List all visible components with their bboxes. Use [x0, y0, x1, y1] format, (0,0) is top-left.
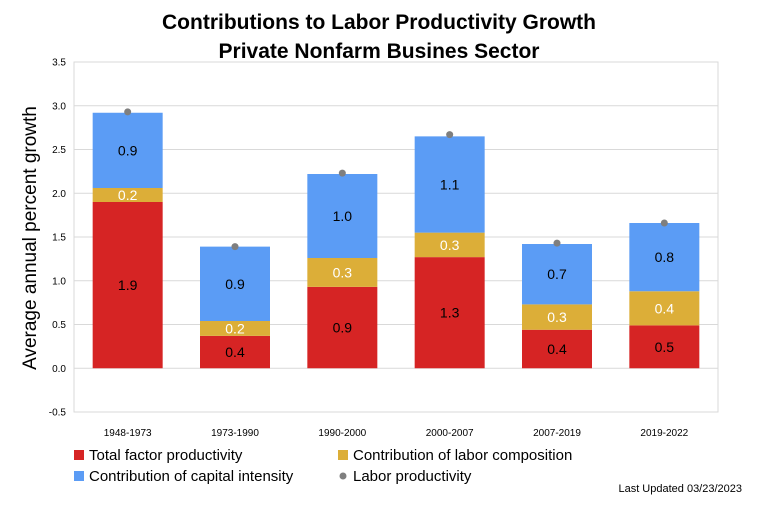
labor-productivity-marker — [446, 131, 454, 139]
data-label: 0.9 — [225, 276, 245, 292]
bar-segment — [629, 291, 700, 326]
data-label: 0.3 — [547, 309, 567, 325]
chart-subtitle: Private Nonfarm Busines Sector — [219, 40, 540, 63]
bars: 1.9 0.2 0.9 0.4 0.2 0.9 0.9 0.3 1.0 1.3 0.3 1.1 0.4 0… — [92, 108, 700, 369]
legend-entry: Contribution of labor composition — [353, 447, 572, 464]
y-tick-label: 2.0 — [52, 189, 66, 200]
data-label: 0.3 — [333, 264, 353, 280]
gridlines — [74, 61, 718, 413]
data-label: 1.9 — [118, 277, 138, 293]
legend-entry: Labor productivity — [353, 468, 472, 485]
labor-productivity-marker — [338, 169, 346, 177]
y-tick-label: 3.5 — [52, 58, 66, 69]
bar-segment — [200, 335, 270, 369]
legend-swatch — [74, 450, 84, 460]
y-tick-label: 2.5 — [52, 145, 66, 156]
bar-segment — [200, 246, 270, 321]
labor-productivity-marker — [124, 108, 132, 116]
chart-title: Contributions to Labor Productivity Grow… — [162, 11, 596, 34]
data-label: 0.8 — [655, 249, 675, 265]
data-label: 0.9 — [333, 320, 353, 336]
data-label: 1.1 — [440, 177, 460, 193]
x-tick-label: 2007-2019 — [533, 428, 581, 439]
bar-segment — [629, 325, 700, 369]
bar-segment — [414, 257, 485, 369]
y-axis-label: Average annual percent growth — [20, 106, 41, 370]
y-tick-label: 1.5 — [52, 233, 66, 244]
bar-segment — [92, 202, 163, 369]
y-tick-label: 3.0 — [52, 101, 66, 112]
data-label: 0.3 — [440, 237, 460, 253]
x-tick-label: 2000-2007 — [426, 428, 474, 439]
x-tick-label: 1973-1990 — [211, 428, 259, 439]
x-tick-label: 1990-2000 — [318, 428, 366, 439]
data-label: 0.9 — [118, 142, 138, 158]
bar-segment — [307, 174, 378, 258]
labor-productivity-marker — [660, 219, 668, 227]
bar-segment — [522, 329, 592, 369]
y-tick-label: 0.0 — [52, 364, 66, 375]
x-axis: 1948-1973 1973-1990 1990-2000 2000-2007 2007… — [104, 428, 689, 439]
bar-segment — [200, 321, 270, 336]
legend-entry: Total factor productivity — [89, 447, 243, 464]
bar-segment — [92, 112, 163, 188]
legend: Total factor productivity Contribution of… — [74, 447, 572, 485]
data-label: 0.2 — [118, 187, 138, 203]
legend-swatch — [74, 471, 84, 481]
legend-swatch — [338, 450, 348, 460]
labor-productivity-marker — [231, 243, 239, 251]
data-label: 0.4 — [547, 341, 567, 357]
data-label: 0.4 — [655, 300, 675, 316]
bar-segment — [522, 304, 592, 330]
last-updated-note: Last Updated 03/23/2023 — [618, 483, 742, 495]
data-label: 1.3 — [440, 305, 460, 321]
y-tick-label: -0.5 — [49, 408, 67, 419]
data-label: 1.0 — [333, 208, 353, 224]
y-tick-label: 1.0 — [52, 276, 66, 287]
data-label: 0.7 — [547, 266, 567, 282]
bar-segment — [307, 258, 378, 287]
x-tick-label: 2019-2022 — [640, 428, 688, 439]
y-axis: -0.5 0.0 0.5 1.0 1.5 2.0 2.5 3.0 3.5 — [49, 58, 67, 419]
bar-segment — [414, 232, 485, 258]
bar-segment — [522, 244, 592, 305]
data-label: 0.5 — [655, 339, 675, 355]
legend-entry: Contribution of capital intensity — [89, 468, 294, 485]
data-label: 0.4 — [225, 344, 245, 360]
legend-marker — [339, 472, 347, 480]
bar-segment — [307, 286, 378, 369]
bar-segment — [92, 188, 163, 202]
bar-segment — [629, 223, 700, 292]
labor-productivity-marker — [553, 239, 561, 247]
bar-segment — [414, 136, 485, 233]
data-label: 0.2 — [225, 320, 245, 336]
x-tick-label: 1948-1973 — [104, 428, 152, 439]
y-tick-label: 0.5 — [52, 320, 66, 331]
